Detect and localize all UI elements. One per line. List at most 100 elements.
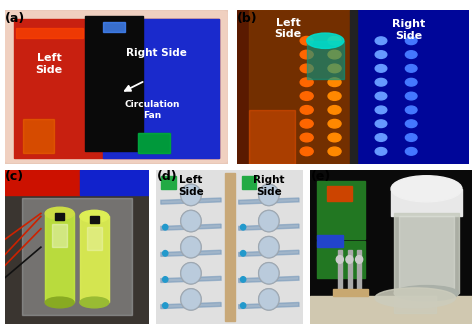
- Circle shape: [328, 106, 341, 114]
- Circle shape: [300, 106, 313, 114]
- Circle shape: [181, 210, 201, 232]
- Ellipse shape: [356, 256, 363, 263]
- Circle shape: [258, 184, 279, 206]
- Circle shape: [258, 263, 279, 284]
- Circle shape: [300, 64, 313, 73]
- Bar: [87, 227, 101, 250]
- Circle shape: [258, 289, 279, 310]
- Bar: [138, 133, 170, 153]
- Bar: [23, 119, 54, 153]
- Bar: [90, 216, 99, 222]
- Circle shape: [258, 236, 279, 258]
- Text: (b): (b): [237, 12, 258, 25]
- Ellipse shape: [346, 256, 353, 263]
- Circle shape: [300, 133, 313, 142]
- Circle shape: [258, 263, 279, 284]
- Circle shape: [240, 250, 246, 256]
- Circle shape: [375, 37, 387, 44]
- Circle shape: [405, 37, 417, 44]
- Circle shape: [328, 147, 341, 156]
- Circle shape: [300, 78, 313, 87]
- Bar: [80, 216, 109, 303]
- Circle shape: [328, 36, 341, 45]
- Ellipse shape: [394, 286, 459, 301]
- Circle shape: [181, 263, 201, 284]
- Circle shape: [181, 289, 201, 310]
- Bar: [347, 250, 352, 293]
- Circle shape: [163, 224, 168, 230]
- Circle shape: [328, 92, 341, 100]
- Circle shape: [181, 184, 201, 206]
- Circle shape: [328, 120, 341, 128]
- Bar: [394, 213, 459, 293]
- Circle shape: [240, 224, 246, 230]
- Circle shape: [258, 289, 279, 310]
- Polygon shape: [239, 198, 299, 204]
- Circle shape: [240, 277, 246, 282]
- Circle shape: [181, 263, 201, 284]
- Bar: [310, 296, 472, 324]
- Circle shape: [181, 184, 201, 206]
- Bar: [237, 10, 353, 164]
- Bar: [22, 198, 132, 315]
- Circle shape: [258, 184, 279, 206]
- Bar: [248, 110, 295, 164]
- Bar: [248, 10, 353, 164]
- Bar: [357, 250, 361, 293]
- Circle shape: [375, 134, 387, 141]
- Ellipse shape: [45, 207, 74, 219]
- Bar: [317, 181, 365, 239]
- Circle shape: [405, 148, 417, 155]
- Bar: [399, 216, 454, 290]
- Circle shape: [163, 303, 168, 308]
- Polygon shape: [239, 224, 299, 230]
- Bar: [242, 176, 256, 189]
- Bar: [53, 224, 67, 247]
- Bar: [45, 213, 74, 303]
- Text: (e): (e): [310, 170, 331, 183]
- Polygon shape: [161, 303, 221, 309]
- Bar: [103, 22, 125, 31]
- Circle shape: [375, 92, 387, 100]
- Bar: [317, 241, 365, 278]
- Circle shape: [375, 106, 387, 114]
- Circle shape: [181, 210, 201, 232]
- Bar: [353, 10, 469, 164]
- Text: (a): (a): [5, 12, 25, 25]
- Circle shape: [163, 277, 168, 282]
- Ellipse shape: [307, 33, 344, 48]
- Polygon shape: [239, 250, 299, 257]
- Circle shape: [375, 64, 387, 72]
- Circle shape: [300, 120, 313, 128]
- Bar: [85, 16, 143, 151]
- Circle shape: [258, 210, 279, 232]
- Circle shape: [328, 133, 341, 142]
- Polygon shape: [161, 198, 221, 204]
- Circle shape: [240, 303, 246, 308]
- Circle shape: [405, 64, 417, 72]
- Polygon shape: [239, 276, 299, 283]
- Bar: [22, 198, 132, 315]
- Bar: [80, 216, 109, 303]
- Circle shape: [258, 210, 279, 232]
- Bar: [161, 176, 175, 189]
- Bar: [391, 189, 462, 216]
- Bar: [394, 296, 436, 313]
- Circle shape: [405, 106, 417, 114]
- Bar: [307, 41, 344, 79]
- Bar: [16, 28, 82, 38]
- Ellipse shape: [80, 210, 109, 222]
- Circle shape: [181, 236, 201, 258]
- Polygon shape: [161, 224, 221, 230]
- Text: Right
Side: Right Side: [392, 19, 426, 41]
- Ellipse shape: [391, 176, 462, 202]
- Text: Circulation
Fan: Circulation Fan: [124, 100, 180, 120]
- Bar: [350, 10, 356, 164]
- Bar: [327, 186, 352, 201]
- Ellipse shape: [375, 288, 456, 308]
- Circle shape: [405, 120, 417, 128]
- Text: (c): (c): [5, 170, 24, 183]
- Ellipse shape: [336, 256, 343, 263]
- Circle shape: [405, 92, 417, 100]
- Ellipse shape: [45, 297, 74, 308]
